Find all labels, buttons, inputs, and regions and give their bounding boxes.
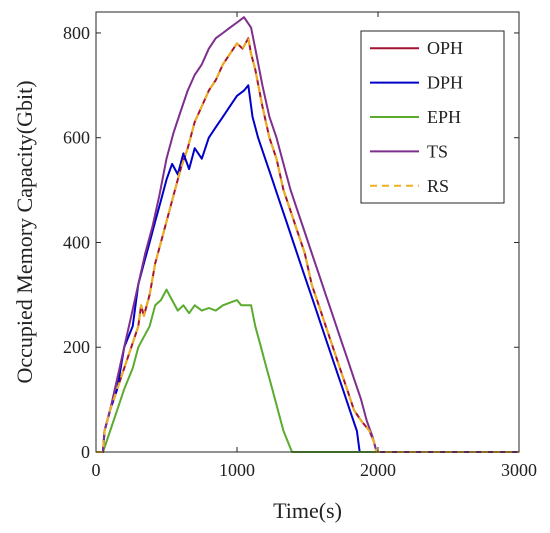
y-tick-label: 600 [63, 128, 90, 148]
series-line-rs [96, 37, 519, 453]
tick-labels: 0 1000 2000 3000 0 200 400 600 800 [63, 23, 537, 480]
x-tick-label: 0 [92, 460, 101, 480]
y-tick-label: 200 [63, 337, 90, 357]
x-axis-label: Time(s) [273, 498, 342, 523]
y-tick-label: 400 [63, 232, 90, 252]
legend-label-ts: TS [427, 141, 448, 161]
y-tick-label: 0 [81, 442, 90, 462]
series-line-ts [96, 16, 519, 453]
legend-label-oph: OPH [427, 38, 463, 58]
x-tick-label: 2000 [360, 460, 396, 480]
series-line-eph [96, 288, 519, 453]
x-tick-label: 3000 [501, 460, 537, 480]
legend-label-eph: EPH [427, 107, 461, 127]
y-tick-label: 800 [63, 23, 90, 43]
legend-label-rs: RS [427, 176, 449, 196]
legend: OPH DPH EPH TS RS [360, 30, 505, 204]
x-tick-label: 1000 [219, 460, 255, 480]
axis-ticks [95, 12, 520, 453]
plot-lines [96, 16, 519, 453]
plot-frame [95, 11, 520, 453]
legend-label-dph: DPH [427, 73, 463, 93]
y-axis-label: Occupied Memory Capacity(Gbit) [12, 80, 37, 383]
